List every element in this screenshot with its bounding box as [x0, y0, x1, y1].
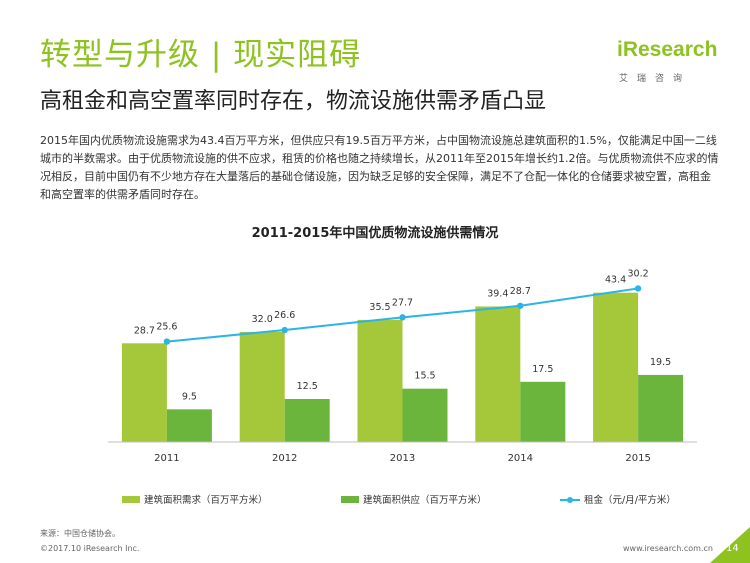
- label-supply-2014: 17.5: [532, 364, 553, 375]
- bar-supply-2011: [166, 409, 212, 442]
- rent-point-2012: [281, 326, 288, 334]
- supply-demand-chart: 28.7 9.5 2011 32.0 12.5 2012 35.5 15.5 2013 39.4 1…: [108, 268, 697, 464]
- legend-swatch-supply: [341, 495, 359, 503]
- copyright: ©2017.10 iResearch Inc.: [40, 544, 140, 553]
- iresearch-logo: iResearch 艾瑞咨询: [617, 38, 717, 88]
- legend-item-rent: 租金（元/月/平方米）: [560, 492, 676, 506]
- x-tick-2013: 2013: [390, 453, 415, 464]
- label-demand-2014: 39.4: [487, 288, 508, 299]
- chart-legend: 建筑面积需求（百万平方米） 建筑面积供应（百万平方米） 租金（元/月/平方米）: [0, 492, 750, 506]
- chart-title: 2011-2015年中国优质物流设施供需情况: [251, 226, 499, 241]
- bar-supply-2014: [520, 381, 566, 442]
- bar-demand-2014: [475, 306, 521, 442]
- bar-demand-2015: [593, 292, 639, 442]
- x-tick-2014: 2014: [508, 453, 533, 464]
- legend-label-demand: 建筑面积需求（百万平方米）: [144, 495, 268, 506]
- x-tick-2015: 2015: [625, 453, 650, 464]
- intro-paragraph: 2015年国内优质物流设施需求为43.4百万平方米，但供应只有19.5百万平方米…: [40, 134, 719, 201]
- label-demand-2015: 43.4: [605, 275, 626, 286]
- label-rent-2015: 30.2: [628, 268, 649, 279]
- label-supply-2013: 15.5: [414, 371, 435, 382]
- legend-item-demand: 建筑面积需求（百万平方米）: [122, 492, 268, 506]
- bar-demand-2013: [357, 319, 403, 442]
- x-tick-2011: 2011: [154, 453, 179, 464]
- logo-tagline: 艾瑞咨询: [619, 74, 692, 84]
- legend-label-supply: 建筑面积供应（百万平方米）: [363, 495, 487, 506]
- label-supply-2015: 19.5: [650, 357, 671, 368]
- label-rent-2014: 28.7: [510, 286, 531, 297]
- label-demand-2011: 28.7: [134, 325, 155, 336]
- label-demand-2012: 32.0: [252, 314, 273, 325]
- bar-demand-2011: [121, 343, 167, 442]
- page-corner-decoration: [710, 527, 750, 563]
- page-title: 转型与升级 | 现实阻碍: [40, 37, 362, 73]
- logo-wordmark: iResearch: [617, 38, 718, 61]
- x-tick-2012: 2012: [272, 453, 297, 464]
- legend-swatch-demand: [122, 495, 140, 503]
- page-subtitle: 高租金和高空置率同时存在，物流设施供需矛盾凸显: [40, 89, 547, 114]
- legend-swatch-rent: [560, 496, 580, 503]
- label-supply-2011: 9.5: [182, 391, 197, 402]
- bar-demand-2012: [239, 331, 285, 442]
- bar-supply-2013: [402, 388, 448, 442]
- page-number: 14: [726, 543, 739, 554]
- legend-item-supply: 建筑面积供应（百万平方米）: [341, 492, 487, 506]
- source-note: 来源：中国仓储协会。: [40, 529, 120, 538]
- website-link[interactable]: www.iresearch.com.cn: [623, 544, 713, 553]
- legend-label-rent: 租金（元/月/平方米）: [584, 495, 676, 506]
- rent-point-2011: [163, 338, 171, 345]
- label-demand-2013: 35.5: [369, 302, 390, 313]
- rent-point-2015: [634, 285, 642, 292]
- bar-supply-2015: [638, 374, 684, 442]
- label-rent-2012: 26.6: [274, 310, 295, 321]
- label-supply-2012: 12.5: [297, 381, 318, 392]
- rent-point-2013: [399, 314, 406, 321]
- rent-point-2014: [517, 302, 524, 309]
- bar-supply-2012: [284, 399, 330, 442]
- label-rent-2013: 27.7: [392, 297, 413, 308]
- label-rent-2011: 25.6: [156, 322, 177, 333]
